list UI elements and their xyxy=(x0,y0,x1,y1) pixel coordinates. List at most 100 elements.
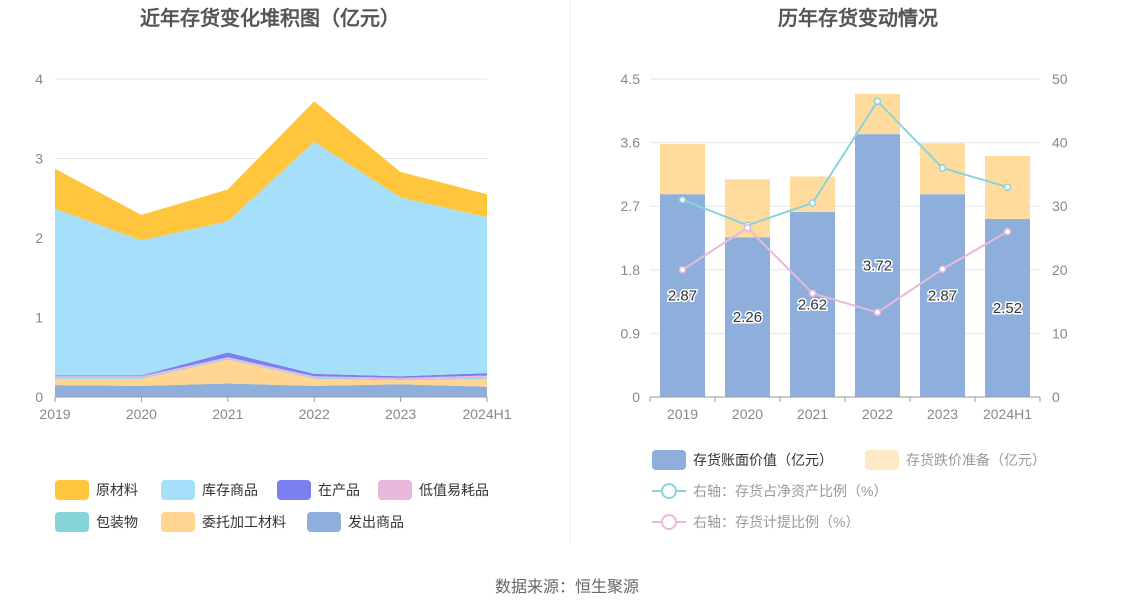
line-series-net-asset-ratio xyxy=(682,99,1008,227)
bar-impairment-reserve xyxy=(660,144,705,195)
bar-data-label: 2.26 xyxy=(733,309,762,326)
right-chart-bars xyxy=(660,93,1030,397)
line-series-provision-ratio xyxy=(681,226,1009,314)
bar-data-label: 2.87 xyxy=(668,288,697,305)
line-point xyxy=(938,265,947,273)
data-source-note: 数据来源：恒生聚源 xyxy=(495,578,639,596)
bar-book-value xyxy=(660,194,705,397)
right-axis-tick-label: 0 xyxy=(1052,389,1060,405)
left-axis-tick-label: 4.5 xyxy=(621,71,641,87)
legend-swatch xyxy=(161,480,195,500)
legend-label: 包装物 xyxy=(96,514,138,530)
right-x-tick-label: 2019 xyxy=(667,406,698,422)
left-y-tick-label: 4 xyxy=(35,71,43,87)
right-chart-lines xyxy=(678,97,1012,317)
right-axis-tick-label: 10 xyxy=(1052,325,1068,341)
legend-swatch xyxy=(378,480,412,500)
left-x-tick-label: 2019 xyxy=(39,406,70,422)
legend-swatch xyxy=(307,512,341,532)
right-axis-tick-label: 40 xyxy=(1052,135,1068,151)
line-point xyxy=(1003,227,1012,236)
right-chart-title: 历年存货变动情况 xyxy=(778,6,938,30)
legend-label: 在产品 xyxy=(318,482,360,498)
legend-item-低值易耗品: 低值易耗品 xyxy=(378,480,489,500)
legend-label: 发出商品 xyxy=(348,514,404,530)
left-x-tick-label: 2021 xyxy=(212,406,243,422)
bar-book-value xyxy=(790,211,835,397)
area-series-在产品 xyxy=(55,352,487,378)
legend-item-net-asset-ratio: 右轴：存货占净资产比例（%） xyxy=(652,483,887,499)
legend-item-book-value: 存货账面价值（亿元） xyxy=(652,450,833,470)
right-x-tick-label: 2023 xyxy=(927,406,958,422)
legend-marker xyxy=(661,514,677,530)
legend-label: 右轴：存货计提比例（%） xyxy=(693,514,859,530)
line-point xyxy=(678,196,687,204)
legend-item-provision-ratio: 右轴：存货计提比例（%） xyxy=(652,514,859,530)
right-x-tick-label: 2024H1 xyxy=(983,406,1032,422)
area-series-原材料 xyxy=(55,101,487,241)
legend-swatch xyxy=(55,480,89,500)
legend-swatch xyxy=(277,480,311,500)
right-axis-tick-label: 20 xyxy=(1052,262,1068,278)
left-y-tick-label: 3 xyxy=(35,151,43,167)
legend-item-发出商品: 发出商品 xyxy=(307,512,404,532)
bar-data-label: 2.87 xyxy=(928,288,957,305)
left-chart-title: 近年存货变化堆积图（亿元） xyxy=(140,6,400,30)
line-point xyxy=(808,289,817,298)
bar-book-value xyxy=(985,218,1030,397)
legend-swatch xyxy=(652,450,686,470)
left-x-tick-label: 2020 xyxy=(126,406,157,422)
line-point xyxy=(678,266,687,274)
legend-label: 低值易耗品 xyxy=(419,482,489,498)
legend-label: 库存商品 xyxy=(202,482,258,498)
right-x-tick-label: 2021 xyxy=(797,406,828,422)
inventory-change-bar-line-chart: 历年存货变动情况 0 0.9 1.8 2.7 3.6 4.5 0 10 20 30 40 50 2.8… xyxy=(621,6,1068,530)
left-x-tick-label: 2023 xyxy=(385,406,416,422)
left-y-tick-label: 0 xyxy=(35,389,43,405)
legend-swatch xyxy=(161,512,195,532)
left-axis-tick-label: 3.6 xyxy=(621,135,641,151)
legend-item-库存商品: 库存商品 xyxy=(161,480,258,500)
inventory-stacked-area-chart: 近年存货变化堆积图（亿元） 0 1 2 3 4 2019 2020 2021 2022 2023… xyxy=(35,6,512,532)
left-axis-tick-label: 2.7 xyxy=(621,198,641,214)
bar-book-value xyxy=(855,134,900,397)
bar-data-label: 3.72 xyxy=(863,258,892,275)
legend-label: 右轴：存货占净资产比例（%） xyxy=(693,483,887,499)
area-series-包装物 xyxy=(55,358,487,381)
left-chart-axes: 2019 2020 2021 2022 2023 2024H1 xyxy=(39,396,512,422)
line-point xyxy=(873,97,882,106)
bar-book-value xyxy=(725,237,770,397)
legend-label: 委托加工材料 xyxy=(202,514,286,530)
legend-label: 存货账面价值（亿元） xyxy=(693,452,833,468)
legend-item-委托加工材料: 委托加工材料 xyxy=(161,512,286,532)
right-axis-tick-label: 50 xyxy=(1052,71,1068,87)
legend-label: 原材料 xyxy=(96,482,138,498)
area-series-库存商品 xyxy=(55,141,487,377)
legend-item-在产品: 在产品 xyxy=(277,480,360,500)
bar-data-label: 2.52 xyxy=(993,300,1022,317)
left-axis-tick-label: 0.9 xyxy=(621,325,641,341)
line-point xyxy=(743,224,752,232)
area-series-发出商品 xyxy=(55,383,487,397)
legend-label: 存货跌价准备（亿元） xyxy=(906,452,1046,468)
right-chart-data-labels: 2.87 2.26 2.62 3.72 2.87 2.52 xyxy=(666,256,1023,328)
right-x-tick-label: 2022 xyxy=(862,406,893,422)
right-axis-tick-label: 30 xyxy=(1052,198,1068,214)
left-chart-area-series xyxy=(55,101,487,397)
left-y-tick-label: 1 xyxy=(35,310,43,326)
line-point xyxy=(1003,183,1012,191)
bar-data-label: 2.62 xyxy=(798,296,827,313)
line-point xyxy=(808,199,817,207)
legend-item-impairment-reserve: 存货跌价准备（亿元） xyxy=(865,450,1046,470)
legend-item-原材料: 原材料 xyxy=(55,480,138,500)
legend-swatch xyxy=(55,512,89,532)
right-chart-axes: 2019 2020 2021 2022 2023 2024H1 xyxy=(649,396,1041,422)
area-series-低值易耗品 xyxy=(55,357,487,380)
legend-item-包装物: 包装物 xyxy=(55,512,138,532)
right-x-tick-label: 2020 xyxy=(732,406,763,422)
right-chart-gridlines: 0 0.9 1.8 2.7 3.6 4.5 0 10 20 30 40 50 xyxy=(621,71,1068,405)
bar-book-value xyxy=(920,194,965,397)
left-y-tick-label: 2 xyxy=(35,230,43,246)
